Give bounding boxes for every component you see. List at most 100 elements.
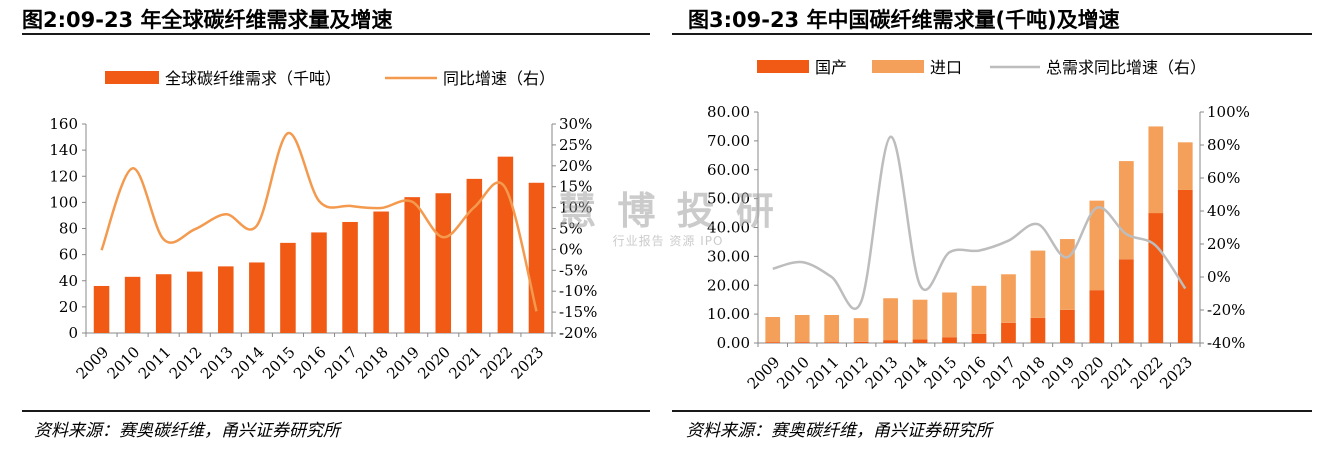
left-bar-global-demand-2019 [404, 197, 420, 333]
left-source-note: 资料来源：赛奥碳纤维，甬兴证券研究所 [34, 421, 340, 441]
right-bar-import-2022 [1148, 126, 1164, 214]
left-bar-global-demand-2011 [155, 274, 172, 333]
right-x-tick-label: 2018 [1009, 353, 1049, 393]
right-source-rule [672, 410, 1312, 412]
left-right-tick-label: 30% [559, 115, 592, 133]
right-bar-domestic-2013 [883, 340, 898, 343]
left-x-tick-label: 2019 [383, 343, 423, 383]
left-x-tick-label: 2022 [476, 343, 516, 383]
left-x-tick-label: 2012 [166, 343, 206, 383]
right-x-tick-label: 2010 [773, 353, 813, 393]
left-right-tick-label: 25% [559, 136, 592, 154]
right-bar-import-2014 [912, 299, 928, 340]
left-right-tick-label: 15% [559, 178, 592, 196]
left-bar-global-demand-2014 [249, 262, 265, 333]
left-chart-panel: 图2:09-23 年全球碳纤维需求量及增速 0 20 40 60 80 100 120 140… [0, 0, 650, 455]
right-legend-swatch-domestic [757, 60, 809, 73]
right-legend-label-growth: 总需求同比增速（右） [1046, 58, 1206, 77]
left-left-tick-label: 40 [59, 272, 78, 290]
left-left-tick-label: 160 [49, 115, 78, 133]
right-x-tick-label: 2009 [744, 353, 784, 393]
right-right-tick-label: 20% [1207, 235, 1240, 253]
right-chart-panel: 图3:09-23 年中国碳纤维需求量(千吨)及增速 0.00 10.00 20.00… [672, 0, 1312, 455]
left-left-tick-label: 140 [49, 141, 78, 159]
left-right-tick-label: 20% [559, 157, 592, 175]
left-left-tick-label: 60 [59, 246, 78, 264]
left-legend-label-growth: 同比增速（右） [443, 69, 555, 88]
right-right-tick-label: 100% [1207, 103, 1250, 121]
left-source-rule [22, 410, 650, 412]
right-source-note: 资料来源：赛奥碳纤维，甬兴证券研究所 [686, 421, 992, 441]
left-left-tick-label: 0 [68, 324, 78, 342]
right-left-tick-label: 50.00 [707, 190, 750, 208]
left-x-tick-label: 2023 [507, 343, 547, 383]
right-bar-domestic-2014 [912, 339, 928, 343]
right-bar-domestic-2015 [942, 337, 957, 343]
left-right-tick-label: 10% [559, 199, 592, 217]
left-x-tick-label: 2021 [445, 343, 485, 383]
right-bar-domestic-2017 [1001, 322, 1016, 343]
right-left-tick-label: 40.00 [707, 219, 750, 237]
right-bar-import-2013 [883, 298, 898, 341]
right-bar-domestic-2010 [794, 342, 810, 343]
left-right-tick-label: 5% [559, 220, 583, 238]
left-left-tick-label: 20 [59, 298, 78, 316]
left-x-tick-label: 2016 [290, 343, 330, 383]
left-x-tick-label: 2011 [135, 343, 175, 383]
right-x-tick-label: 2014 [891, 353, 931, 393]
right-legend-label-domestic: 国产 [815, 58, 847, 77]
right-bar-domestic-2020 [1089, 290, 1105, 343]
right-left-tick-label: 10.00 [707, 305, 750, 323]
right-x-tick-label: 2013 [862, 353, 902, 393]
right-chart: 0.00 10.00 20.00 30.00 40.00 50.00 60.00 70.00 8… [707, 58, 1250, 393]
right-x-tick-label: 2020 [1068, 353, 1108, 393]
left-right-tick-label: -5% [559, 261, 588, 279]
left-bar-global-demand-2010 [124, 276, 141, 333]
left-legend-swatch-global-demand [105, 71, 159, 84]
right-legend-label-import: 进口 [930, 58, 962, 77]
right-bar-import-2017 [1001, 274, 1016, 323]
right-left-tick-label: 70.00 [707, 132, 750, 150]
right-x-tick-label: 2015 [921, 353, 961, 393]
left-left-tick-label: 100 [49, 193, 78, 211]
right-x-tick-label: 2017 [979, 353, 1019, 393]
right-bar-domestic-2011 [824, 342, 840, 343]
right-bar-domestic-2021 [1118, 259, 1134, 343]
right-growth-line [772, 135, 1187, 311]
right-right-tick-label: -40% [1207, 334, 1245, 352]
left-bar-global-demand-2016 [311, 232, 327, 333]
right-bar-import-2011 [824, 314, 840, 343]
left-right-tick-label: 0% [559, 240, 583, 258]
left-bar-global-demand-2009 [93, 285, 110, 333]
right-title-rule [672, 33, 1312, 35]
right-bar-import-2009 [765, 317, 781, 343]
right-bar-domestic-2016 [971, 333, 987, 343]
left-growth-line [100, 131, 538, 312]
right-bar-import-2023 [1177, 142, 1193, 190]
right-right-tick-label: 0% [1207, 268, 1231, 286]
left-bar-global-demand-2018 [373, 211, 389, 333]
left-chart: 0 20 40 60 80 100 120 140 160 -20% -15% -10% -5% 0% 5%… [49, 69, 597, 383]
right-x-tick-label: 2022 [1127, 353, 1167, 393]
left-bar-global-demand-2021 [466, 178, 483, 333]
right-left-tick-label: 20.00 [707, 276, 750, 294]
right-bar-domestic-2022 [1148, 213, 1164, 343]
right-bar-import-2019 [1060, 239, 1075, 310]
right-chart-title: 图3:09-23 年中国碳纤维需求量(千吨)及增速 [688, 8, 1120, 32]
right-left-tick-label: 30.00 [707, 247, 750, 265]
right-legend-swatch-import [872, 60, 924, 73]
right-bar-import-2016 [971, 285, 987, 334]
left-chart-title: 图2:09-23 年全球碳纤维需求量及增速 [22, 8, 393, 32]
right-bar-import-2020 [1089, 200, 1105, 291]
left-bar-global-demand-2020 [435, 193, 452, 333]
left-title-rule [22, 33, 650, 35]
right-x-tick-label: 2012 [832, 353, 872, 393]
left-x-tick-label: 2015 [259, 343, 299, 383]
left-right-tick-label: -20% [559, 324, 597, 342]
left-x-tick-label: 2010 [104, 343, 144, 383]
right-bar-domestic-2012 [853, 341, 869, 343]
left-right-tick-label: -15% [559, 303, 597, 321]
right-right-tick-label: -20% [1207, 301, 1245, 319]
right-bar-import-2012 [853, 318, 869, 342]
left-x-tick-label: 2013 [197, 343, 237, 383]
